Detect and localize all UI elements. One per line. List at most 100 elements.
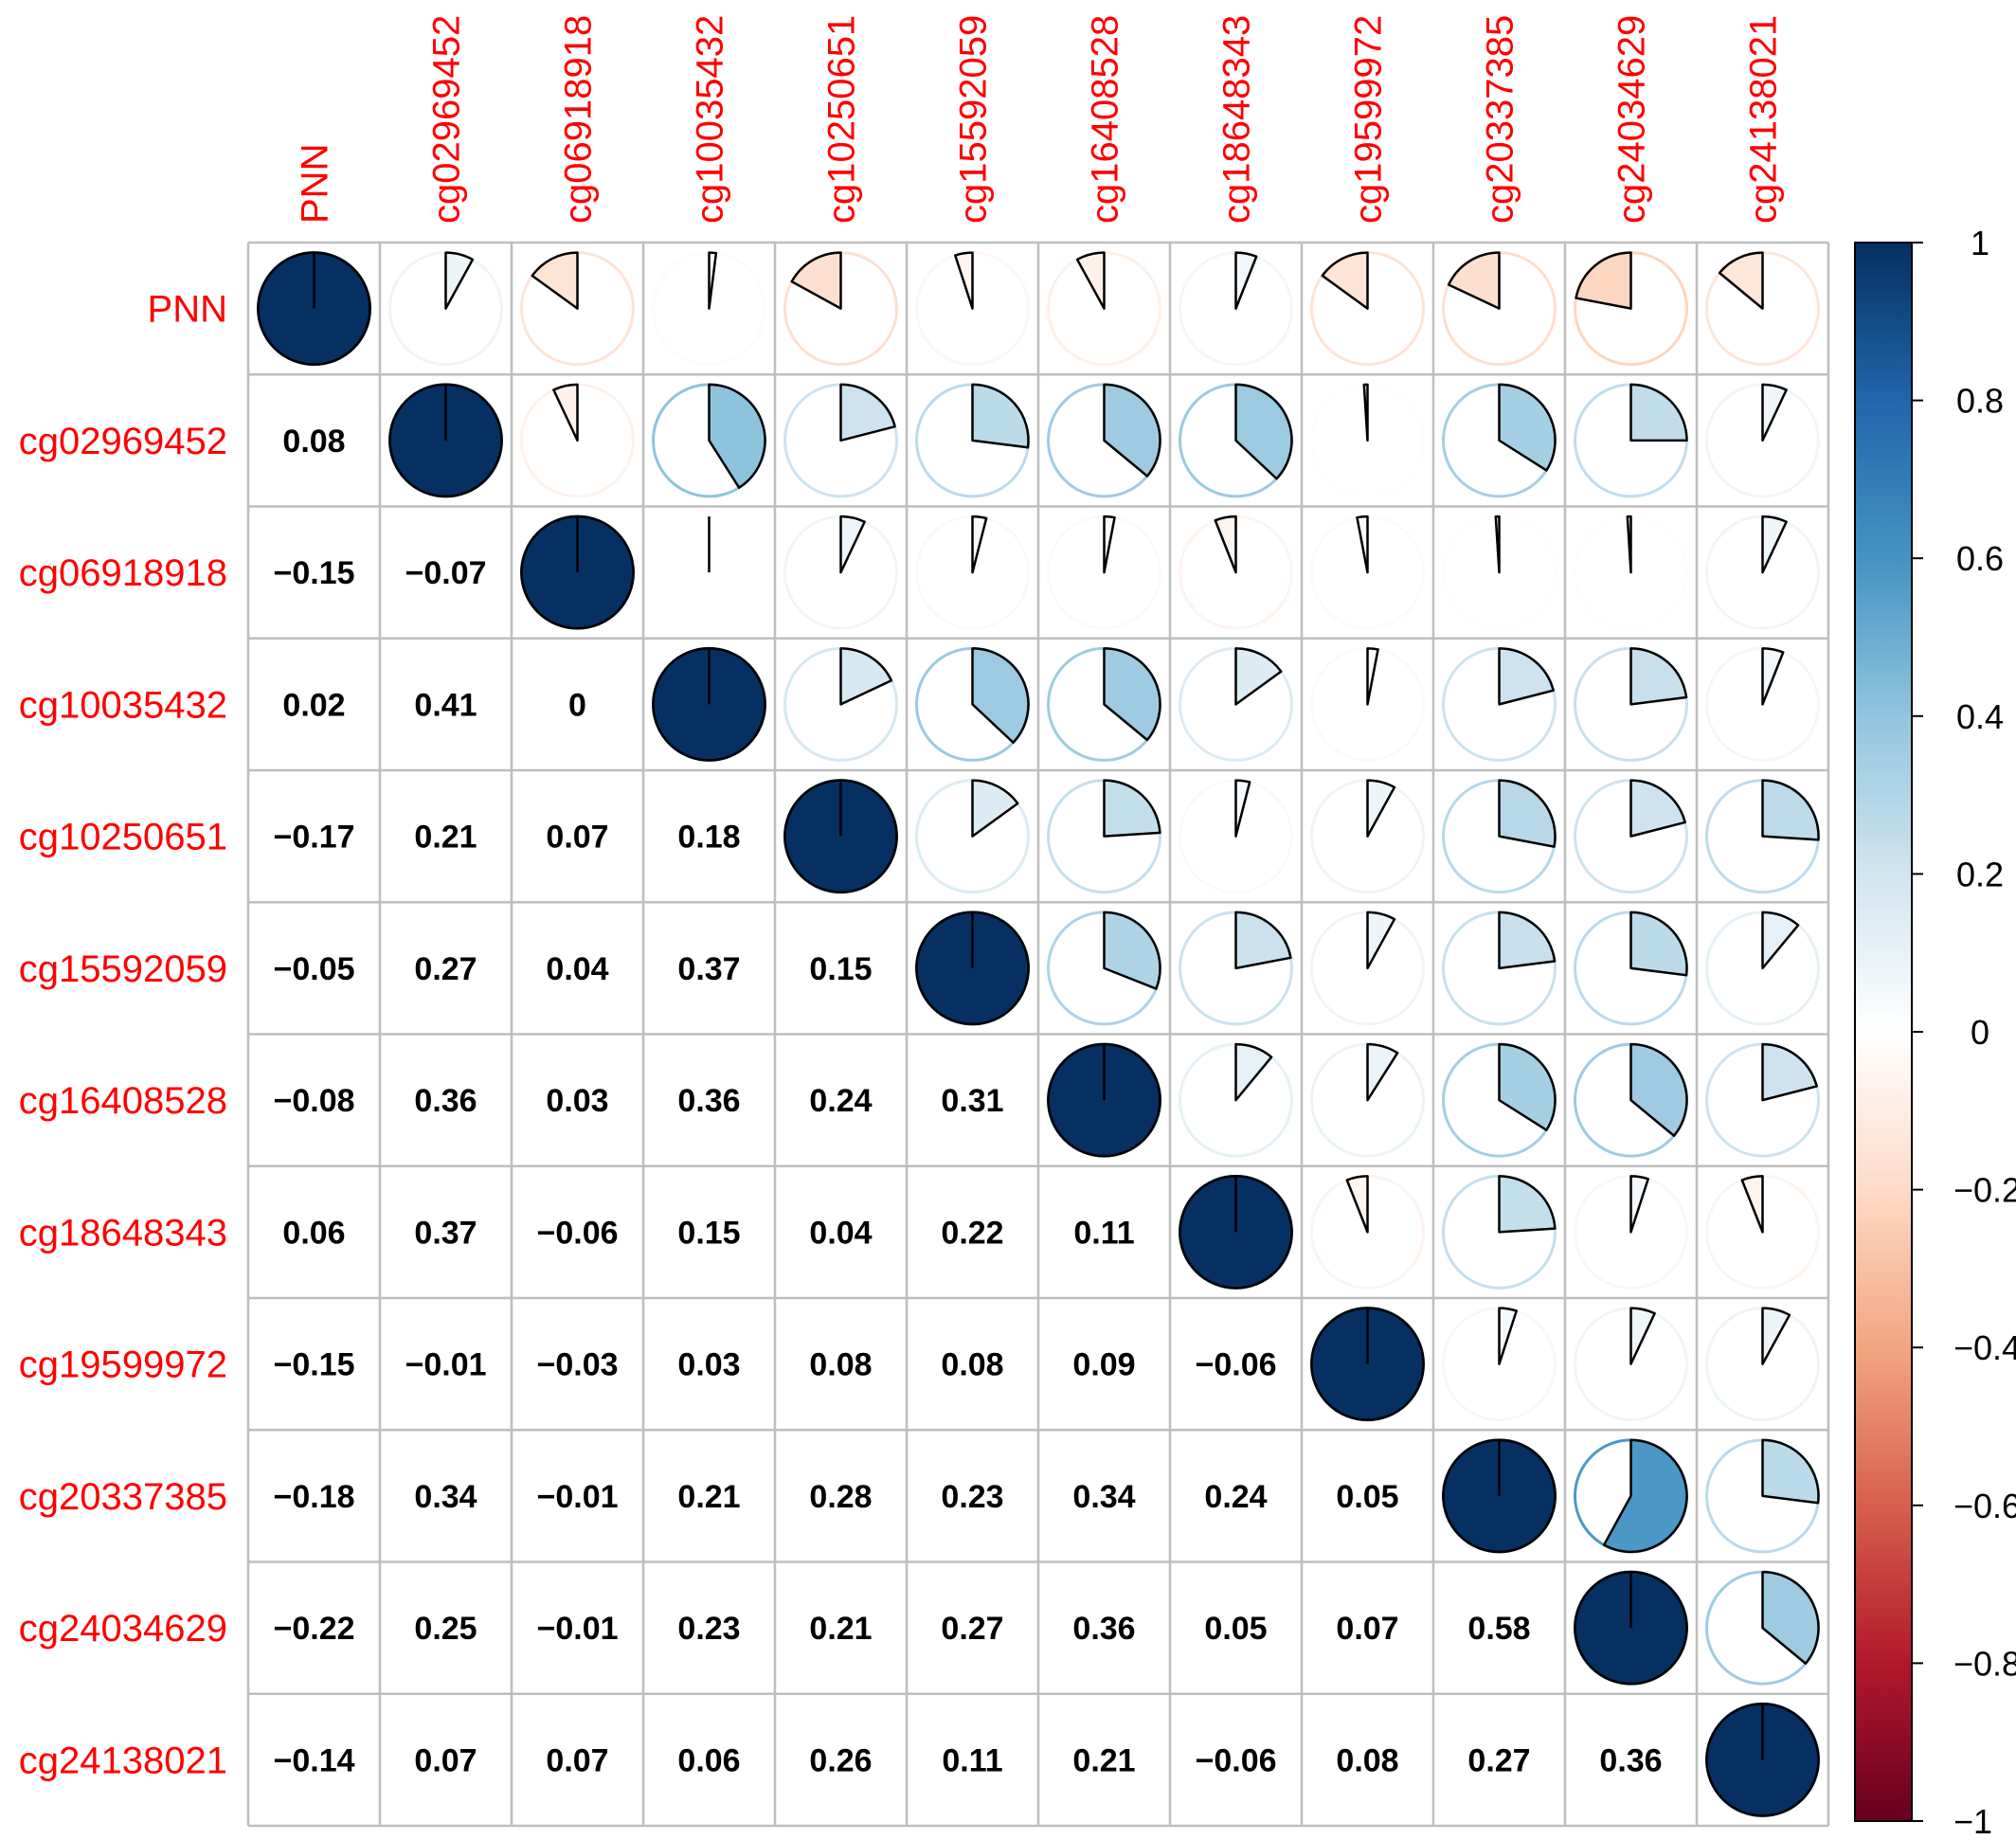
pie-cell bbox=[1705, 383, 1820, 498]
correlation-value-label: 0.03 bbox=[546, 1083, 608, 1119]
pie-cell bbox=[1047, 383, 1161, 498]
row-label: cg20337385 bbox=[19, 1476, 227, 1518]
pie-slice bbox=[1761, 383, 1788, 442]
correlation-value-label: 0.21 bbox=[809, 1611, 872, 1647]
row-label: cg16408528 bbox=[19, 1080, 227, 1122]
correlation-value-label: 0.07 bbox=[546, 820, 608, 856]
pie-slice bbox=[1629, 911, 1688, 977]
pie-slice bbox=[1498, 383, 1557, 472]
row-label: cg10035432 bbox=[19, 684, 227, 726]
colorbar-tick-label: 0.6 bbox=[1956, 539, 2004, 578]
pie-cell bbox=[1705, 646, 1820, 762]
correlation-value-label: 0.07 bbox=[546, 1742, 608, 1778]
pie-cell bbox=[652, 514, 766, 630]
pie-cell bbox=[1574, 514, 1688, 630]
pie-cell bbox=[783, 779, 898, 894]
pie-slice bbox=[708, 251, 718, 310]
pie-cell bbox=[1442, 383, 1557, 498]
pie-slice bbox=[839, 383, 896, 442]
correlation-value-label: 0.31 bbox=[941, 1083, 1003, 1119]
pie-cell bbox=[1574, 1570, 1688, 1686]
pie-slice bbox=[1626, 514, 1632, 574]
pie-slice bbox=[971, 514, 988, 574]
pie-cell bbox=[915, 251, 1030, 367]
correlation-value-label: 0.07 bbox=[1336, 1611, 1398, 1647]
pie-slice bbox=[1740, 1175, 1764, 1234]
pie-slice bbox=[531, 251, 579, 310]
pie-slice bbox=[839, 647, 893, 706]
matrix-cells: 0.08 −0.15 −0.07 0.02 0.41 0 −0.17 0.21 0.07 0.18… bbox=[257, 251, 1820, 1817]
pie-cell bbox=[1574, 1174, 1688, 1290]
pie-slice bbox=[1629, 1307, 1656, 1365]
pie-cell bbox=[1705, 1307, 1820, 1422]
correlation-value-label: 0.36 bbox=[1599, 1742, 1662, 1778]
correlation-value-label: −0.05 bbox=[273, 951, 354, 987]
correlation-value-label: 0.37 bbox=[414, 1215, 477, 1251]
pie-cell bbox=[1705, 1570, 1820, 1686]
correlation-value-label: 0.05 bbox=[1204, 1611, 1267, 1647]
correlation-value-label: 0.37 bbox=[677, 951, 740, 987]
pie-slice bbox=[954, 251, 974, 310]
pie-cell bbox=[388, 251, 503, 367]
pie-cell bbox=[1047, 646, 1161, 762]
pie-cell bbox=[1179, 646, 1293, 762]
matrix-grid bbox=[246, 241, 1830, 1828]
column-label: cg19599972 bbox=[1348, 15, 1390, 224]
pie-cell bbox=[1310, 1042, 1425, 1158]
correlation-value-label: 0.41 bbox=[414, 687, 477, 723]
correlation-value-label: 0.27 bbox=[414, 951, 477, 987]
pie-cell bbox=[1442, 1174, 1557, 1290]
row-label: cg10250651 bbox=[19, 817, 227, 858]
row-label: cg18648343 bbox=[19, 1212, 227, 1254]
pie-slice bbox=[708, 383, 766, 489]
pie-slice bbox=[1103, 383, 1161, 478]
pie-cell bbox=[1705, 1702, 1820, 1817]
pie-cell bbox=[1574, 1438, 1688, 1554]
pie-slice bbox=[1234, 383, 1293, 480]
pie-cell bbox=[388, 383, 503, 498]
pie-cell bbox=[1574, 1307, 1688, 1422]
pie-slice bbox=[1234, 251, 1258, 310]
pie-cell bbox=[1310, 251, 1425, 367]
correlation-value-label: 0.22 bbox=[941, 1215, 1003, 1251]
colorbar-tick-label: 0.8 bbox=[1956, 382, 2004, 421]
variable-labels: PNN PNN cg02969452 cg02969452 cg06918918 cg06… bbox=[19, 15, 1785, 1782]
correlation-value-label: −0.15 bbox=[273, 1347, 354, 1383]
correlation-value-label: 0.02 bbox=[282, 687, 345, 723]
pie-cell bbox=[783, 514, 898, 630]
pie-slice bbox=[1075, 251, 1106, 310]
pie-slice bbox=[1498, 911, 1557, 970]
correlation-value-label: 0.23 bbox=[941, 1479, 1003, 1515]
pie-cell bbox=[1705, 1174, 1820, 1290]
pie-cell bbox=[783, 251, 898, 367]
correlation-value-label: 0.08 bbox=[941, 1347, 1003, 1383]
correlation-value-label: 0.11 bbox=[942, 1742, 1002, 1778]
pie-slice bbox=[1366, 779, 1396, 838]
pie-slice bbox=[971, 647, 1030, 745]
pie-cell bbox=[1047, 1042, 1161, 1158]
pie-cell bbox=[1442, 514, 1557, 630]
colorbar-tick-label: 0.2 bbox=[1956, 855, 2004, 893]
correlation-value-label: −0.15 bbox=[273, 555, 354, 591]
correlation-value-label: 0.25 bbox=[414, 1611, 477, 1647]
pie-cell bbox=[520, 514, 635, 630]
column-label: cg06918918 bbox=[558, 15, 600, 224]
pie-cell bbox=[1442, 1438, 1557, 1554]
column-label: cg24138021 bbox=[1743, 15, 1785, 224]
pie-slice bbox=[790, 251, 842, 310]
pie-cell bbox=[1179, 251, 1293, 367]
correlation-value-label: 0.03 bbox=[677, 1347, 740, 1383]
pie-cell bbox=[1310, 383, 1425, 498]
pie-slice bbox=[1761, 911, 1800, 970]
pie-cell bbox=[1310, 911, 1425, 1026]
correlation-value-label: −0.06 bbox=[1195, 1347, 1276, 1383]
pie-cell bbox=[1047, 779, 1161, 894]
pie-cell bbox=[1574, 251, 1688, 367]
pie-cell bbox=[1442, 779, 1557, 894]
correlation-value-label: −0.06 bbox=[536, 1215, 618, 1251]
correlation-value-label: 0.21 bbox=[677, 1479, 740, 1515]
pie-cell bbox=[1442, 1307, 1557, 1422]
pie-slice bbox=[1345, 1175, 1369, 1234]
column-label: cg24034629 bbox=[1611, 15, 1653, 224]
